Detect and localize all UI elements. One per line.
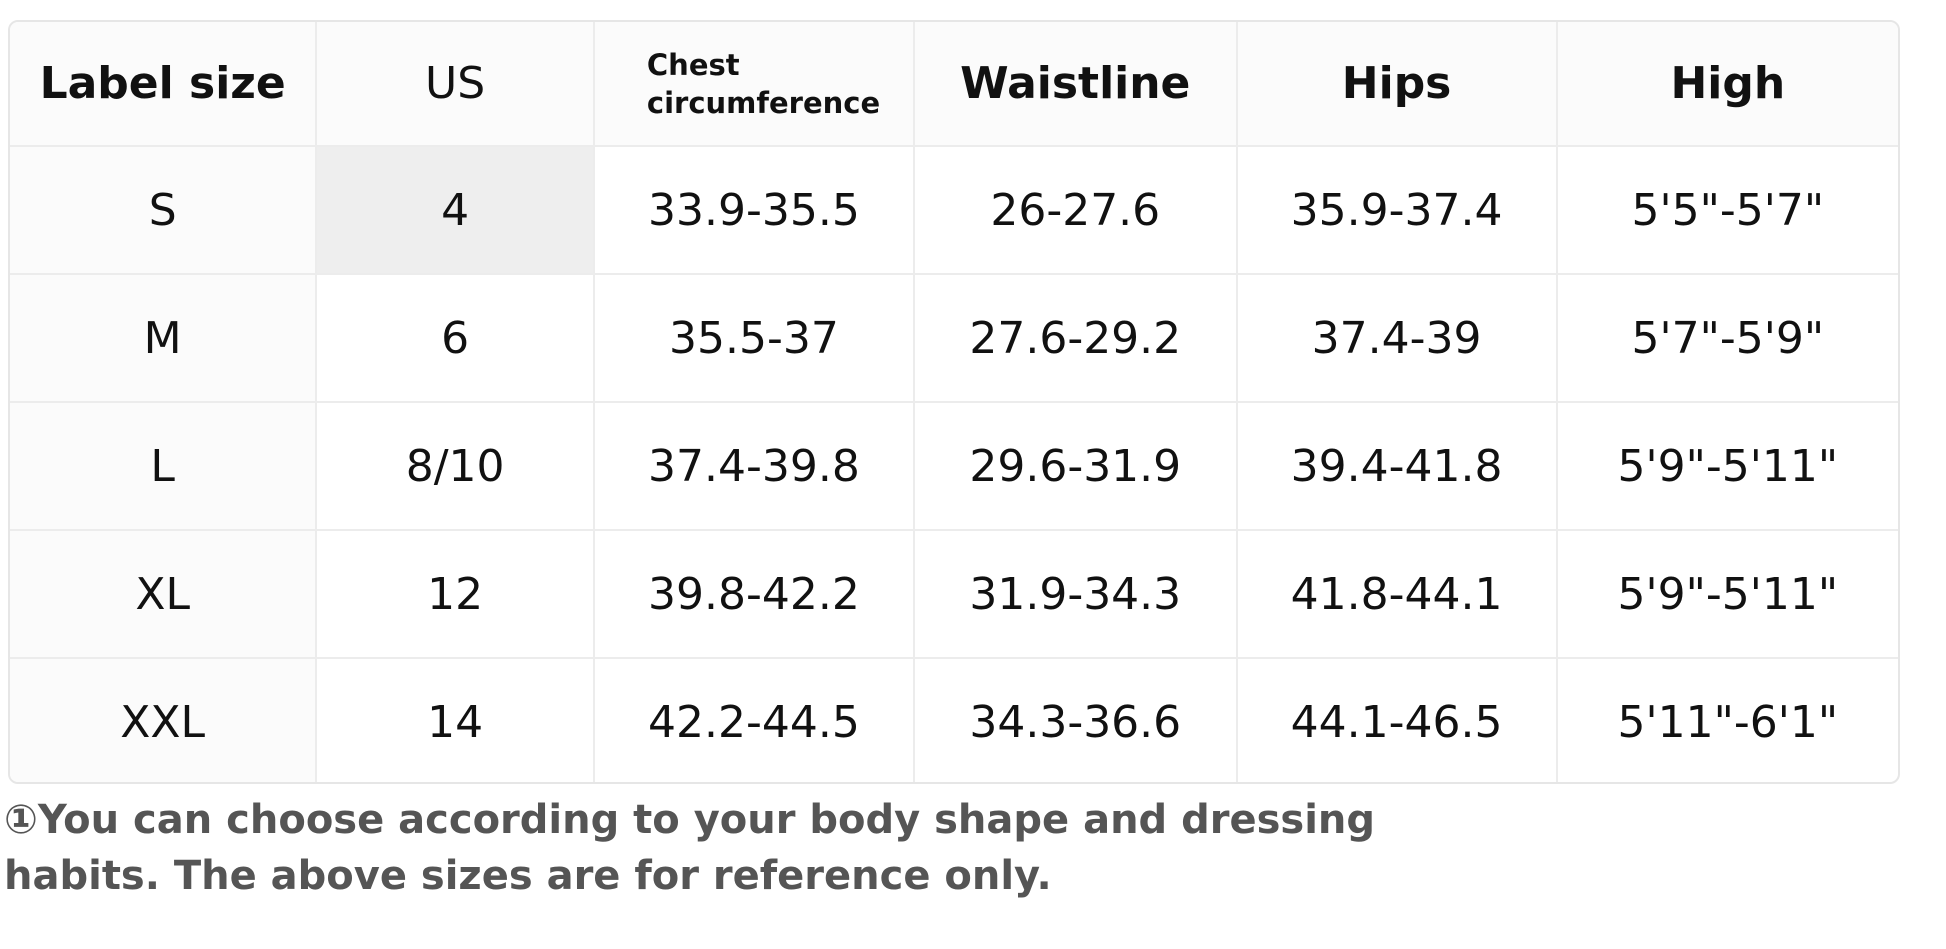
row-high: 5'11"-6'1"	[1617, 697, 1839, 748]
reference-footnote: ①You can choose according to your body s…	[4, 797, 1376, 899]
header-label-size: Label size	[10, 22, 318, 147]
row-waist: 34.3-36.6	[913, 658, 1238, 782]
row-chest: 42.2-44.5	[593, 658, 915, 782]
row-label-size: XXL	[10, 658, 318, 782]
row-high: 5'9"-5'11"	[1556, 402, 1898, 531]
row-waist: 26-27.6	[913, 146, 1238, 275]
row-high: 5'5"-5'7"	[1556, 146, 1898, 275]
row-label-size: S	[10, 146, 318, 275]
row-label-size: L	[10, 402, 318, 531]
row-high: 5'9"-5'11"	[1556, 530, 1898, 659]
row-hips: 44.1-46.5	[1236, 658, 1558, 782]
table-row: XXL 14 42.2-44.5 34.3-36.6 44.1-46.5 5'1…	[10, 658, 1898, 782]
row-chest: 39.8-42.2	[593, 530, 915, 659]
row-hips: 39.4-41.8	[1236, 402, 1558, 531]
row-chest: 33.9-35.5	[593, 146, 915, 275]
row-high: 5'7"-5'9"	[1556, 274, 1898, 403]
row-hips: 37.4-39	[1236, 274, 1558, 403]
row-label-size: XL	[10, 530, 318, 659]
header-hips: Hips	[1236, 22, 1558, 147]
table-row: M 6 35.5-37 27.6-29.2 37.4-39 5'7"-5'9"	[10, 274, 1898, 403]
row-waist: 31.9-34.3	[913, 530, 1238, 659]
row-us-size: 8/10	[316, 402, 595, 531]
row-us-size: 12	[316, 530, 595, 659]
row-hips: 35.9-37.4	[1236, 146, 1558, 275]
row-waist: 29.6-31.9	[913, 402, 1238, 531]
header-chest-circumference: Chest circumference	[593, 22, 915, 147]
header-high: High	[1556, 22, 1898, 147]
row-us-size: 4	[316, 146, 595, 275]
row-hips: 41.8-44.1	[1236, 530, 1558, 659]
size-chart-table: Label size US Chest circumference Waistl…	[10, 22, 1898, 782]
row-chest: 37.4-39.8	[593, 402, 915, 531]
header-row: Label size US Chest circumference Waistl…	[10, 22, 1898, 147]
row-label-size: M	[10, 274, 318, 403]
row-us-size: 6	[316, 274, 595, 403]
row-us-size: 14	[316, 658, 595, 782]
row-chest: 35.5-37	[593, 274, 915, 403]
table-row: L 8/10 37.4-39.8 29.6-31.9 39.4-41.8 5'9…	[10, 402, 1898, 531]
table-row: XL 12 39.8-42.2 31.9-34.3 41.8-44.1 5'9"…	[10, 530, 1898, 659]
row-waist: 27.6-29.2	[913, 274, 1238, 403]
table-row: S 4 33.9-35.5 26-27.6 35.9-37.4 5'5"-5'7…	[10, 146, 1898, 275]
header-waistline: Waistline	[913, 22, 1238, 147]
size-chart-table-container: Label size US Chest circumference Waistl…	[8, 20, 1900, 784]
header-us: US	[316, 22, 595, 147]
